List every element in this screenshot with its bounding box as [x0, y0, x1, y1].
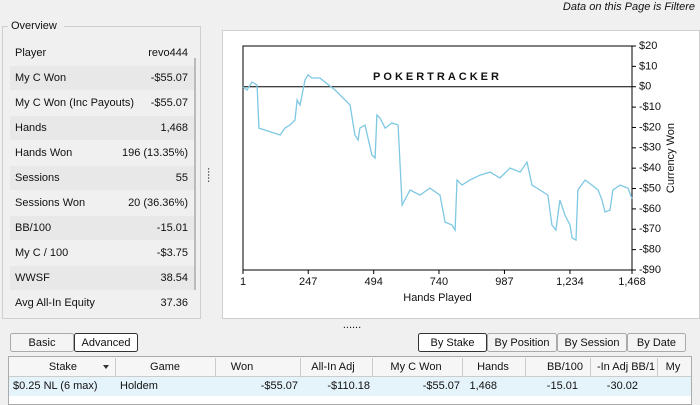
y-tick-label: -$40 — [639, 162, 661, 174]
column-header[interactable]: My — [666, 361, 681, 373]
y-tick-label: -$30 — [639, 142, 661, 154]
filter-notice: Data on this Page is Filtere — [563, 1, 695, 13]
column-header[interactable]: Stake — [49, 361, 77, 373]
row-bg — [10, 66, 194, 90]
stat-value: revo444 — [148, 47, 188, 59]
stat-label: Hands — [15, 122, 47, 134]
stat-label: Hands Won — [15, 147, 72, 159]
tab-label[interactable]: Advanced — [82, 337, 131, 349]
y-tick-label: -$80 — [639, 244, 661, 256]
table-cell[interactable]: -30.02 — [607, 380, 638, 392]
table-cell[interactable]: -$55.07 — [423, 380, 460, 392]
row-bg — [10, 216, 194, 240]
table-cell[interactable]: 1,468 — [469, 380, 497, 392]
column-header[interactable]: Game — [150, 361, 180, 373]
stat-value: 38.54 — [160, 272, 188, 284]
splitter: ..... — [205, 167, 217, 182]
column-header[interactable]: BB/100 — [547, 361, 583, 373]
tab-label[interactable]: Basic — [29, 337, 56, 349]
table-cell[interactable]: -$55.07 — [261, 380, 298, 392]
stat-label: My C / 100 — [15, 247, 68, 259]
column-header[interactable]: -In Adj BB/1 — [597, 361, 655, 373]
line-series — [242, 73, 633, 242]
column-header[interactable]: Hands — [477, 361, 509, 373]
tab-button[interactable] — [10, 333, 74, 352]
row-bg — [10, 116, 194, 140]
tab-button[interactable] — [487, 333, 557, 352]
y-tick-label: -$10 — [639, 101, 661, 113]
stat-label: Sessions — [15, 172, 60, 184]
column-header[interactable]: All-In Adj — [311, 361, 354, 373]
tab-button[interactable] — [418, 333, 487, 352]
stat-label: Player — [15, 47, 47, 59]
tab-button[interactable] — [627, 333, 686, 352]
tab-label[interactable]: By Date — [637, 337, 676, 349]
y-tick-label: -$60 — [639, 203, 661, 215]
x-tick-label: 494 — [365, 276, 383, 288]
x-tick-label: 247 — [299, 276, 317, 288]
y-tick-label: -$50 — [639, 182, 661, 194]
y-tick-label: -$90 — [639, 264, 661, 276]
stat-value: 1,468 — [160, 122, 188, 134]
x-tick-label: 1,468 — [618, 276, 646, 288]
tab-button[interactable] — [557, 333, 627, 352]
splitter-h: ...... — [343, 319, 361, 331]
stat-value: -$3.75 — [157, 247, 188, 259]
row-bg — [10, 166, 194, 190]
column-header[interactable]: Won — [231, 361, 253, 373]
stat-value: 196 (13.35%) — [122, 147, 188, 159]
stat-value: -$55.07 — [151, 97, 188, 109]
stat-value: -$55.07 — [151, 72, 188, 84]
table-header-bg — [9, 357, 691, 376]
x-tick-label: 1 — [240, 276, 246, 288]
plot-frame — [242, 45, 633, 271]
sort-arrow — [103, 365, 109, 369]
table-cell[interactable]: -15.01 — [547, 380, 578, 392]
y-axis-title: Currency Won — [665, 123, 677, 193]
stat-value: -15.01 — [157, 222, 188, 234]
tab-label[interactable]: By Position — [494, 337, 549, 349]
tab-label[interactable]: By Session — [564, 337, 619, 349]
x-tick-label: 987 — [495, 276, 513, 288]
stat-label: WWSF — [15, 272, 50, 284]
y-tick-label: $20 — [639, 40, 657, 52]
stat-label: BB/100 — [15, 222, 51, 234]
table-cell[interactable]: $0.25 NL (6 max) — [13, 380, 98, 392]
row-bg — [10, 266, 194, 290]
watermark: POKERTRACKER — [373, 71, 502, 83]
y-tick-label: -$70 — [639, 223, 661, 235]
x-tick-label: 740 — [430, 276, 448, 288]
stat-label: My C Won (Inc Payouts) — [15, 97, 134, 109]
stat-value: 20 (36.36%) — [128, 197, 188, 209]
stat-label: Avg All-In Equity — [15, 297, 95, 309]
table-cell[interactable]: -$110.18 — [327, 380, 370, 392]
tab-label[interactable]: By Stake — [430, 337, 474, 349]
y-tick-label: $10 — [639, 60, 657, 72]
selected-row-bg — [9, 377, 691, 396]
y-tick-label: -$20 — [639, 121, 661, 133]
stat-label: Sessions Won — [15, 197, 85, 209]
y-tick-label: $0 — [639, 81, 651, 93]
overview-title-bg — [8, 20, 64, 32]
stat-label: My C Won — [15, 72, 66, 84]
table-cell[interactable]: Holdem — [120, 380, 158, 392]
column-header[interactable]: My C Won — [390, 361, 441, 373]
tab-button[interactable] — [74, 333, 138, 352]
overview-title: Overview — [11, 20, 57, 32]
stat-value: 37.36 — [160, 297, 188, 309]
x-axis-title: Hands Played — [403, 292, 472, 304]
x-tick-label: 1,234 — [556, 276, 584, 288]
stat-value: 55 — [176, 172, 188, 184]
overview-box — [2, 26, 201, 319]
